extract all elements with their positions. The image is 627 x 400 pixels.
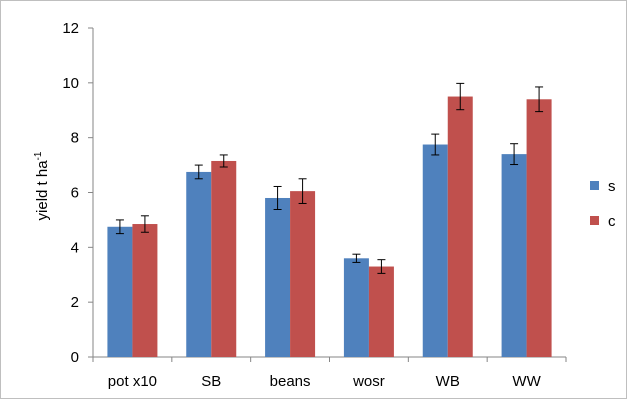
error-bar-c-0: [140, 215, 149, 233]
axes: [88, 27, 567, 362]
y-tick-label: 8: [71, 130, 79, 147]
y-tick-label: 2: [71, 294, 79, 311]
error-bar-c-1: [219, 154, 228, 168]
legend-swatch: [590, 216, 599, 225]
bar-s-2: [265, 197, 291, 357]
legend: sc: [590, 178, 616, 230]
legend-item-s: s: [590, 178, 616, 195]
bar-s-3: [343, 258, 369, 357]
bar-c-0: [132, 224, 158, 357]
x-tick-label: WB: [436, 373, 460, 390]
bar-s-0: [107, 226, 133, 357]
error-bar-c-2: [298, 178, 307, 204]
y-tick-label: 6: [71, 185, 79, 202]
y-tick-label: 0: [71, 349, 79, 366]
bar-s-4: [422, 144, 448, 357]
bar-s-1: [186, 171, 212, 357]
bar-c-5: [526, 99, 552, 358]
error-bar-s-1: [194, 164, 203, 180]
error-bar-s-0: [115, 219, 124, 235]
bar-c-4: [447, 96, 473, 358]
legend-label: c: [608, 213, 616, 230]
x-tick-label: beans: [270, 373, 311, 390]
y-tick-label: 12: [62, 20, 79, 37]
legend-label: s: [608, 178, 616, 195]
bar-c-3: [368, 266, 394, 357]
bars: [107, 96, 552, 358]
tick-labels: 0 2 4 6 8 10 12 pot x10 SB beans wosr WB WW: [62, 20, 541, 390]
y-axis-title: yield t ha-1: [33, 151, 51, 220]
bar-s-5: [501, 154, 527, 357]
error-bar-c-3: [377, 259, 386, 274]
bar-c-1: [211, 160, 237, 357]
error-bar-c-5: [535, 86, 544, 113]
x-tick-label: SB: [201, 373, 221, 390]
x-tick-label: wosr: [352, 373, 385, 390]
legend-swatch: [590, 181, 599, 190]
x-tick-label: WW: [512, 373, 541, 390]
error-bar-s-2: [273, 185, 282, 210]
error-bar-c-4: [456, 82, 465, 111]
y-axis-title-text: yield t ha: [34, 160, 51, 221]
y-tick-label: 10: [62, 75, 79, 92]
error-bars: [115, 82, 544, 274]
x-tick-label: pot x10: [108, 373, 157, 390]
legend-item-c: c: [590, 213, 616, 230]
error-bar-s-3: [352, 253, 361, 263]
y-tick-label: 4: [71, 239, 79, 256]
y-axis-title-superscript: -1: [33, 151, 44, 160]
error-bar-s-4: [431, 133, 440, 156]
bar-c-2: [290, 191, 316, 357]
error-bar-s-5: [510, 143, 519, 166]
